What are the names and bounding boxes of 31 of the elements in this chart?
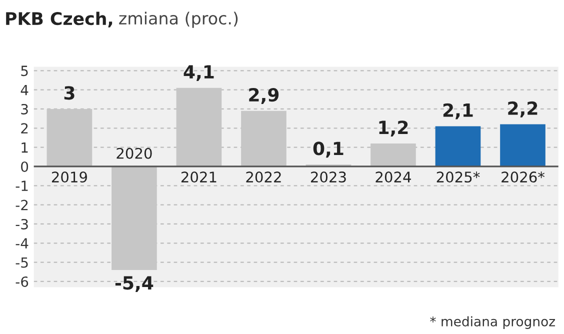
x-tick-label: 2026* — [502, 172, 545, 183]
y-tick-label: 1 — [22, 142, 28, 153]
y-tick-label: 5 — [21, 66, 28, 76]
y-tick-label: -3 — [16, 218, 28, 230]
x-tick-label: 2023 — [310, 172, 346, 183]
chart-title: PKB Czech, — [6, 12, 112, 28]
chart-subtitle: zmiana (proc.) — [119, 12, 238, 28]
x-tick-label: 2021 — [181, 172, 216, 183]
y-tick-label: -2 — [16, 200, 28, 210]
data-label: 4,1 — [184, 65, 214, 81]
y-tick-label: 2 — [21, 123, 28, 134]
x-tick-label: 2019 — [52, 172, 87, 183]
y-tick-label: -1 — [16, 180, 28, 191]
data-label: 0,1 — [313, 142, 344, 158]
y-tick-label: 3 — [21, 104, 28, 114]
data-label: 2,1 — [443, 103, 473, 120]
data-label: 1,2 — [379, 120, 408, 137]
data-label: -5,4 — [115, 276, 154, 292]
data-label: 3 — [64, 86, 74, 100]
y-tick-label: -5 — [16, 257, 28, 268]
x-tick-label: 2025* — [436, 172, 480, 183]
x-tick-label: 2022 — [246, 172, 281, 183]
data-label: 2,2 — [508, 101, 538, 118]
text: * mediana prognoz — [430, 316, 555, 329]
y-tick-label: -6 — [16, 276, 28, 287]
y-tick-label: 4 — [20, 84, 28, 96]
y-tick-label: 0 — [21, 161, 28, 172]
y-tick-label: -4 — [16, 238, 28, 248]
x-tick-label: 2020 — [116, 148, 152, 159]
x-tick-label: 2024 — [376, 172, 411, 183]
data-label: 2,9 — [249, 88, 279, 104]
